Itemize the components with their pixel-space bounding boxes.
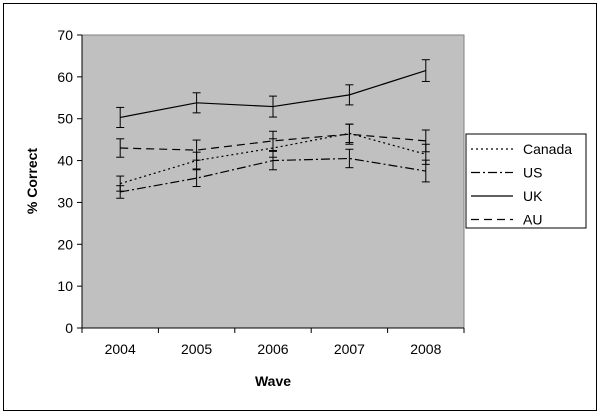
legend-box xyxy=(465,133,587,229)
legend-label: US xyxy=(523,165,542,181)
legend: Canada US UK AU xyxy=(465,133,587,229)
y-tick-label: 60 xyxy=(57,69,73,85)
x-tick-label: 2007 xyxy=(334,341,365,357)
series-line xyxy=(120,132,426,185)
x-axis-title: Wave xyxy=(255,373,291,389)
x-tick-label: 2006 xyxy=(257,341,288,357)
x-tick-label: 2004 xyxy=(105,341,136,357)
series-us xyxy=(116,148,430,199)
series-au xyxy=(116,123,430,161)
y-tick-label: 20 xyxy=(57,236,73,252)
plot-area xyxy=(81,34,465,329)
series-layer xyxy=(116,59,430,199)
y-tick-label: 70 xyxy=(57,27,73,43)
y-tick-label: 0 xyxy=(65,320,73,336)
series-uk xyxy=(116,59,430,129)
y-tick-label: 40 xyxy=(57,153,73,169)
y-tick-label: 30 xyxy=(57,194,73,210)
x-axis: 2004 2005 2006 2007 2008 xyxy=(81,327,465,357)
y-tick-label: 50 xyxy=(57,111,73,127)
x-tick-label: 2005 xyxy=(181,341,212,357)
y-axis-title: % Correct xyxy=(24,148,40,214)
y-axis: 0 10 20 30 40 50 60 70 xyxy=(57,27,83,336)
x-tick-label: 2008 xyxy=(410,341,441,357)
y-tick-label: 10 xyxy=(57,278,73,294)
legend-label: AU xyxy=(523,212,542,228)
legend-label: UK xyxy=(523,188,543,204)
legend-label: Canada xyxy=(523,141,572,157)
